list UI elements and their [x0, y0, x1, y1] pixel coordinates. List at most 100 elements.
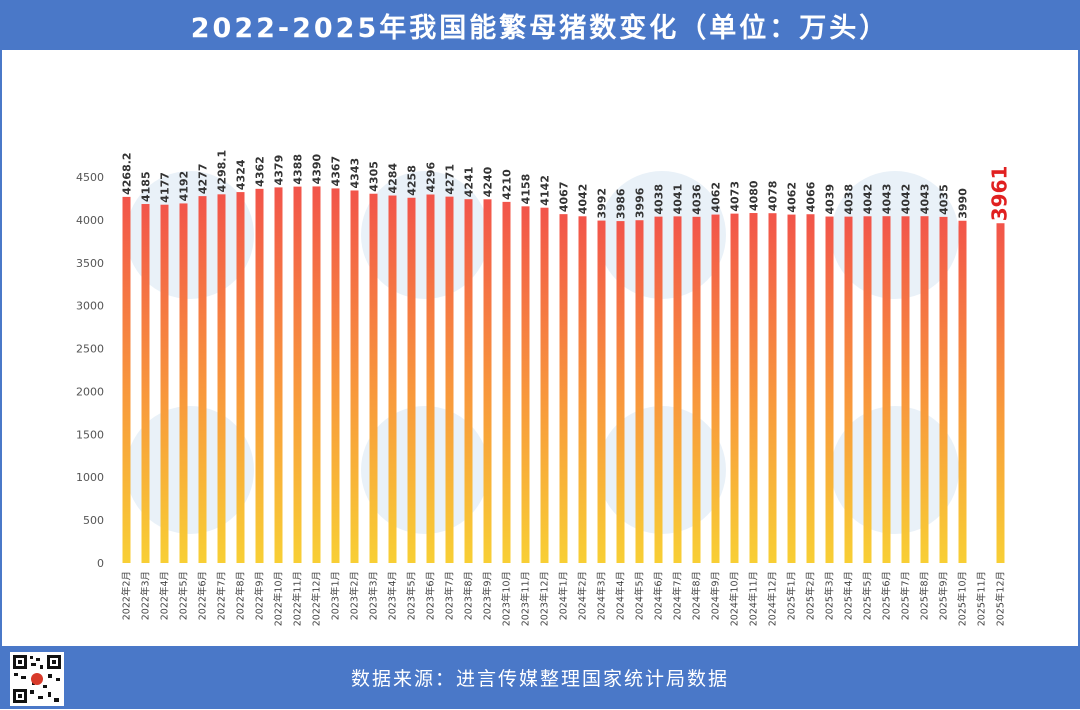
value-label: 3996: [634, 187, 647, 218]
x-tick-label: 2023年5月: [406, 571, 418, 620]
bar: [122, 196, 131, 563]
value-label: 4177: [159, 172, 172, 203]
x-tick-label: 2023年12月: [539, 571, 551, 626]
x-tick-label: 2025年2月: [805, 571, 817, 620]
x-tick-label: 2025年1月: [786, 571, 798, 620]
bar: [274, 187, 283, 564]
value-label: 4284: [387, 163, 400, 194]
x-tick-label: 2024年7月: [672, 571, 684, 620]
x-tick-label: 2024年8月: [691, 571, 703, 620]
bar: [388, 195, 397, 563]
bar: [711, 214, 720, 563]
bar: [635, 220, 644, 563]
value-label: 4258: [406, 165, 419, 196]
value-label: 4298.1: [216, 150, 229, 192]
x-tick-label: 2023年11月: [520, 571, 532, 626]
bar: [806, 214, 815, 564]
x-tick-label: 2024年10月: [729, 571, 741, 626]
bar: [464, 199, 473, 564]
value-label: 4062: [786, 182, 799, 213]
value-label: 4066: [805, 181, 818, 212]
bar-series: [122, 186, 1005, 564]
bar: [920, 216, 929, 563]
x-tick-label: 2022年12月: [311, 571, 323, 626]
highlight-value-label: 3961: [988, 166, 1012, 222]
bar: [578, 216, 587, 563]
y-tick-label: 0: [97, 557, 104, 570]
bar: [407, 197, 416, 563]
bar: [445, 196, 454, 563]
value-label: 3992: [596, 188, 609, 219]
qr-code-icon[interactable]: [10, 652, 64, 706]
value-label: 3990: [957, 188, 970, 219]
bar: [882, 216, 891, 563]
value-label: 3986: [615, 188, 628, 219]
x-tick-label: 2023年4月: [387, 571, 399, 620]
bar: [236, 192, 245, 563]
x-tick-label: 2025年4月: [843, 571, 855, 620]
value-label: 4042: [577, 184, 590, 215]
bar: [179, 203, 188, 563]
y-axis: 0 500 1000 1500 2000 2500 3000 3500 4000 4500: [76, 171, 104, 570]
bar: [730, 213, 739, 563]
x-tick-label: 2023年3月: [368, 571, 380, 620]
x-tick-label: 2025年3月: [824, 571, 836, 620]
value-label: 4041: [672, 184, 685, 215]
value-label: 4241: [463, 167, 476, 198]
x-tick-label: 2024年12月: [767, 571, 779, 626]
x-tick-label: 2024年3月: [596, 571, 608, 620]
value-label: 4039: [824, 184, 837, 215]
x-tick-label: 2023年9月: [482, 571, 494, 620]
value-label: 4343: [349, 158, 362, 189]
header-bar: 2022-2025年我国能繁母猪数变化（单位：万头）: [0, 0, 1080, 50]
bar: [369, 193, 378, 563]
bar: [996, 223, 1005, 563]
x-tick-label: 2024年6月: [653, 571, 665, 620]
bar-chart: 0 500 1000 1500 2000 2500 3000 3500 4000 4500 426…: [76, 150, 1012, 626]
bar: [939, 216, 948, 564]
value-label: 4210: [501, 169, 514, 200]
value-label: 4142: [539, 175, 552, 206]
x-tick-label: 2022年5月: [178, 571, 190, 620]
y-tick-label: 3000: [76, 300, 104, 313]
value-label: 4240: [482, 166, 495, 197]
bar: [521, 206, 530, 563]
value-label: 4362: [254, 156, 267, 187]
x-tick-label: 2024年4月: [615, 571, 627, 620]
value-label: 4042: [900, 184, 913, 215]
bar: [901, 216, 910, 563]
bar: [331, 188, 340, 563]
bar: [749, 213, 758, 563]
x-tick-label: 2024年5月: [634, 571, 646, 620]
bar: [673, 216, 682, 563]
bar: [141, 204, 150, 563]
bar: [825, 216, 834, 563]
y-tick-label: 500: [83, 514, 104, 527]
value-label: 4073: [729, 181, 742, 212]
value-label: 4390: [311, 153, 324, 184]
x-tick-label: 2023年7月: [444, 571, 456, 620]
x-tick-label: 2022年10月: [273, 571, 285, 626]
value-label: 4296: [425, 162, 438, 193]
bar: [255, 188, 264, 563]
bar: [483, 199, 492, 563]
x-tick-label: 2023年1月: [330, 571, 342, 620]
bar: [426, 194, 435, 564]
x-tick-label: 2025年7月: [900, 571, 912, 620]
x-tick-label: 2024年9月: [710, 571, 722, 620]
value-label: 4324: [235, 159, 248, 190]
x-tick-label: 2022年11月: [292, 571, 304, 626]
value-label: 4388: [292, 154, 305, 185]
value-label: 4192: [178, 171, 191, 202]
x-tick-label: 2025年8月: [919, 571, 931, 620]
bar: [787, 214, 796, 563]
y-tick-label: 4000: [76, 214, 104, 227]
bar: [692, 216, 701, 563]
value-label: 4078: [767, 181, 780, 212]
bar: [198, 196, 207, 563]
value-label: 4268.2: [121, 152, 134, 194]
x-tick-label: 2022年9月: [254, 571, 266, 620]
value-label: 4277: [197, 164, 210, 195]
value-label: 4043: [919, 184, 932, 215]
